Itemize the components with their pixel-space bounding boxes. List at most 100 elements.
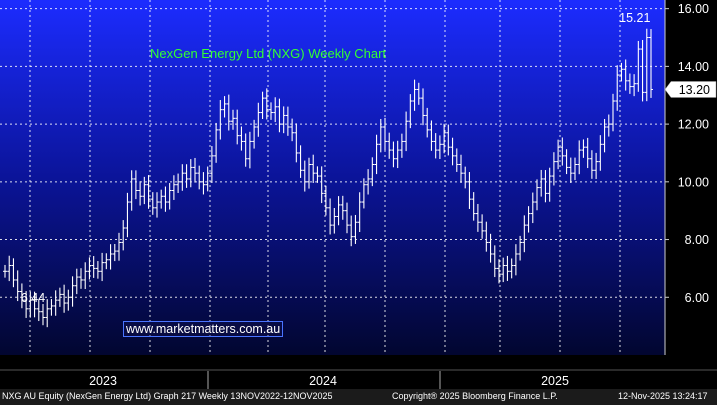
price-bar [290, 118, 295, 142]
price-bar [412, 79, 417, 111]
y-tick-label: 16.00 [678, 2, 709, 16]
price-bar [492, 245, 497, 278]
price-bar [366, 169, 371, 195]
price-bar [585, 137, 590, 169]
watermark-link[interactable]: www.marketmatters.com.au [123, 321, 284, 337]
price-bar [404, 111, 409, 152]
price-bar [319, 166, 324, 204]
price-bar [36, 299, 41, 322]
price-bar [188, 159, 193, 188]
price-bar [57, 287, 62, 307]
price-bar [66, 289, 71, 311]
price-bar [509, 258, 514, 279]
price-bar [551, 152, 556, 186]
price-bar [547, 167, 552, 202]
price-bar [264, 88, 269, 120]
price-bar [125, 192, 130, 238]
footer-bar: NXG AU Equity (NexGen Energy Ltd) Graph … [0, 389, 717, 405]
price-bar [201, 172, 206, 195]
price-bar [243, 133, 248, 167]
price-bar [32, 291, 37, 318]
price-bar [142, 176, 147, 205]
x-tick-label: 2024 [309, 374, 337, 388]
x-tick-label: 2023 [89, 374, 117, 388]
price-bar [374, 134, 379, 175]
price-bar [15, 270, 20, 302]
y-tick-label: 10.00 [678, 175, 709, 189]
price-bar [594, 152, 599, 180]
price-bar [294, 123, 299, 163]
price-bar [387, 132, 392, 159]
footer-security-info: NXG AU Equity (NexGen Energy Ltd) Graph … [2, 391, 333, 401]
price-bar [345, 202, 349, 234]
price-bar [399, 133, 404, 158]
price-bar [370, 157, 375, 187]
price-bar [184, 164, 189, 188]
price-bar [323, 185, 328, 216]
price-bar [235, 109, 240, 145]
price-bar [121, 220, 126, 251]
price-bar [518, 235, 523, 261]
price-bar [138, 181, 143, 206]
price-bar [315, 166, 320, 183]
price-bar [231, 109, 235, 130]
price-bar [497, 259, 501, 284]
last-price-label: 13.20 [679, 83, 710, 97]
price-bar [83, 262, 88, 289]
price-bar [632, 74, 637, 97]
price-bar [471, 192, 476, 221]
price-bar [332, 208, 337, 234]
price-bar [214, 122, 219, 163]
price-bar [602, 118, 607, 153]
price-bar [70, 276, 75, 307]
price-bar [636, 40, 641, 92]
y-axis-panel [665, 0, 717, 370]
price-bar [488, 233, 493, 263]
price-bar [226, 94, 231, 131]
price-bar [611, 93, 615, 132]
price-bar [28, 291, 33, 318]
price-bar [539, 169, 544, 197]
price-bar [475, 203, 480, 232]
price-bar [247, 131, 252, 169]
price-bar [437, 135, 442, 159]
price-bar [11, 258, 16, 288]
price-bar [535, 179, 539, 211]
price-bar [505, 255, 510, 281]
price-bar [383, 117, 387, 151]
price-bar [260, 91, 265, 120]
price-bar [45, 299, 50, 328]
low-annotation: 6.44 [21, 291, 45, 305]
price-bar [349, 215, 354, 247]
price-bar [526, 206, 531, 233]
price-bar [640, 39, 645, 102]
price-bar [197, 165, 202, 190]
high-annotation: 15.21 [619, 11, 650, 25]
price-bar [577, 140, 582, 175]
price-bar [627, 73, 632, 94]
price-bar [104, 253, 109, 270]
price-bar [100, 252, 105, 282]
x-tick-label: 2025 [541, 374, 569, 388]
price-bar [391, 141, 396, 168]
price-bar [176, 173, 181, 193]
price-bar [19, 283, 24, 309]
price-bar [180, 164, 185, 191]
price-bar [442, 123, 447, 154]
grid [0, 0, 665, 355]
price-bar [450, 137, 455, 166]
price-bar [429, 120, 434, 151]
price-bar [484, 221, 489, 252]
price-bar [421, 88, 425, 126]
price-bar [353, 214, 358, 244]
y-tick-label: 12.00 [678, 118, 709, 132]
y-tick-label: 6.00 [685, 291, 709, 305]
price-bar [501, 257, 506, 283]
price-bar [239, 126, 244, 151]
price-bar [556, 139, 561, 170]
price-bar [408, 94, 413, 129]
price-bar [273, 97, 278, 123]
price-bar [62, 284, 67, 313]
price-bar [446, 124, 451, 156]
